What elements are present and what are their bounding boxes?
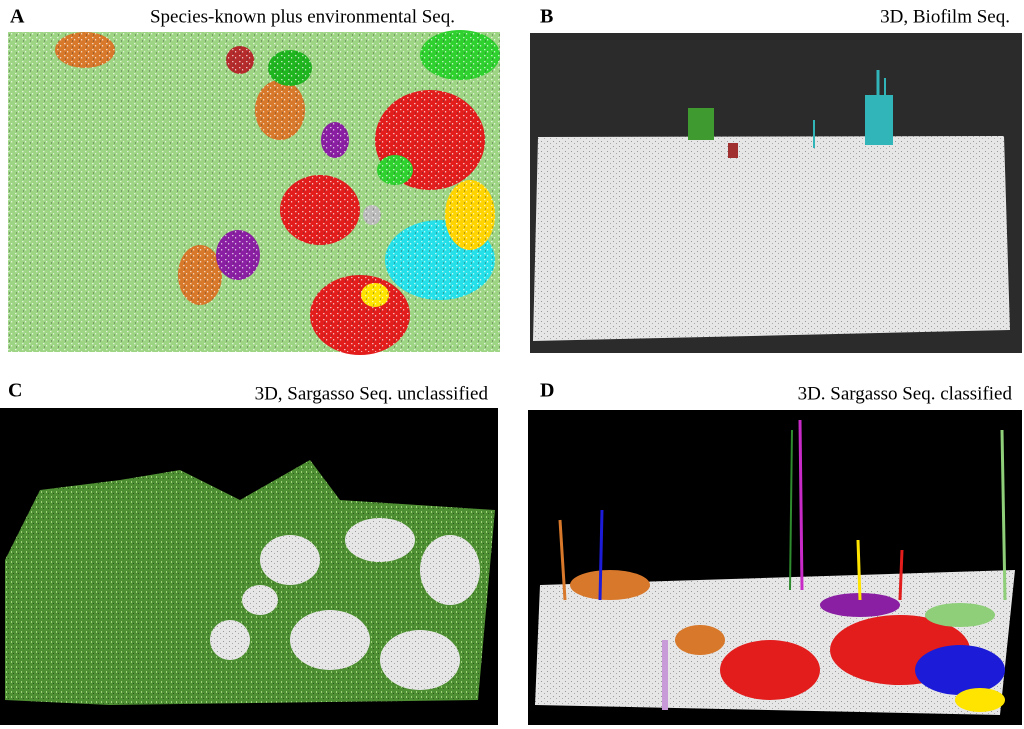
- panel-c: C 3D, Sargasso Seq. unclassified: [0, 380, 498, 725]
- panel-title: 3D, Sargasso Seq. unclassified: [255, 383, 489, 404]
- panel-d: D 3D. Sargasso Seq. classified: [528, 380, 1022, 725]
- panel-title: 3D, Biofilm Seq.: [880, 6, 1010, 27]
- landscape-3d: [0, 408, 498, 725]
- panel-label: C: [8, 380, 22, 402]
- som-map: [8, 30, 500, 355]
- panel-label: D: [540, 380, 554, 402]
- landscape-3d: [528, 410, 1022, 725]
- panel-title: 3D. Sargasso Seq. classified: [798, 383, 1013, 404]
- panel-label: A: [10, 6, 25, 28]
- panel-label: B: [540, 6, 553, 28]
- panel-b: B 3D, Biofilm Seq.: [530, 6, 1022, 353]
- panel-a: A Species-known plus environmental Seq.: [8, 6, 500, 355]
- panel-title: Species-known plus environmental Seq.: [150, 6, 455, 27]
- landscape-3d: [530, 33, 1022, 353]
